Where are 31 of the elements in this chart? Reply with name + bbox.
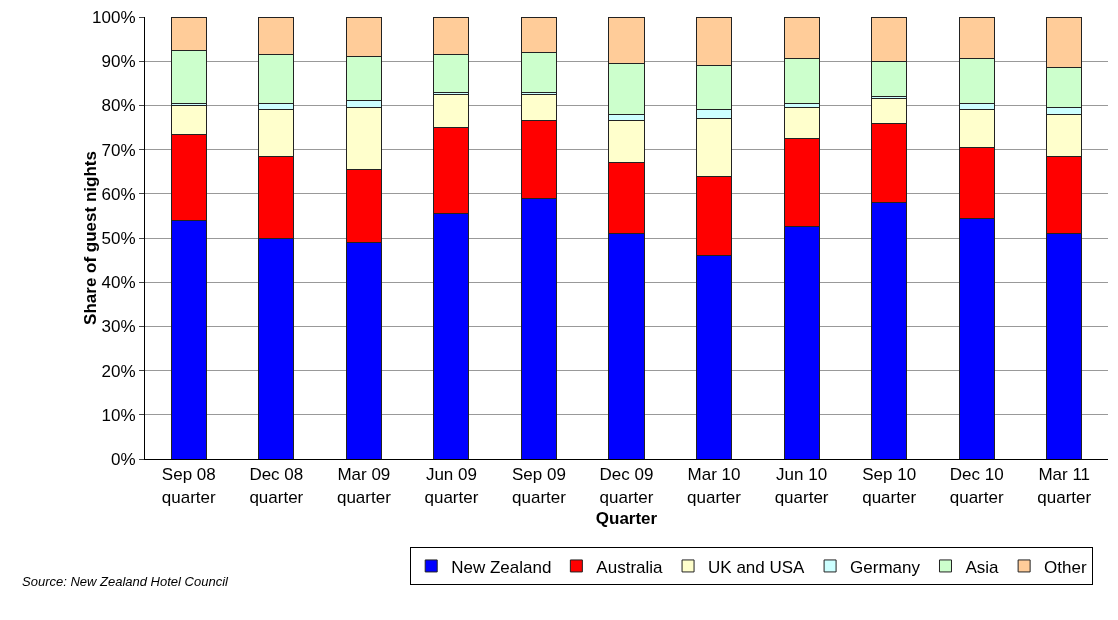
y-tick-label: 90% [101,52,136,72]
x-tick-label: Dec 08 quarter [249,465,304,507]
x-axis-title: Quarter [595,508,658,528]
x-tick-label: Jun 09 quarter [424,465,479,507]
y-tick-label: 0% [111,449,136,469]
x-tick-label: Mar 10 quarter [687,465,742,507]
y-tick-label: 60% [101,184,136,204]
legend-label: Other [1044,557,1087,577]
y-tick-label: 100% [92,7,136,27]
legend-label: New Zealand [451,557,552,577]
x-tick-label: Sep 08 quarter [161,465,217,507]
legend-label: UK and USA [708,557,806,577]
source-note: Source: New Zealand Hotel Council [22,574,230,589]
y-tick-label: 40% [101,273,136,293]
x-tick-label: Dec 09 quarter [599,465,654,507]
y-tick-label: 30% [101,317,136,337]
y-tick-label: 80% [101,96,136,116]
legend-label: Australia [596,557,664,577]
x-tick-label: Sep 10 quarter [862,465,917,507]
x-tick-label: Dec 10 quarter [949,465,1004,507]
y-tick-label: 20% [101,361,136,381]
legend-label: Germany [850,557,921,577]
x-tick-label: Sep 09 quarter [512,465,567,507]
y-tick-label: 70% [101,140,136,160]
y-tick-label: 50% [101,228,136,248]
x-tick-label: Mar 11 quarter [1037,465,1092,507]
x-tick-label: Mar 09 quarter [336,465,392,507]
x-tick-label: Jun 10 quarter [774,465,829,507]
y-tick-label: 10% [101,405,136,425]
legend-label: Asia [965,557,1000,577]
y-axis-title: Share of guest nights [80,151,100,325]
